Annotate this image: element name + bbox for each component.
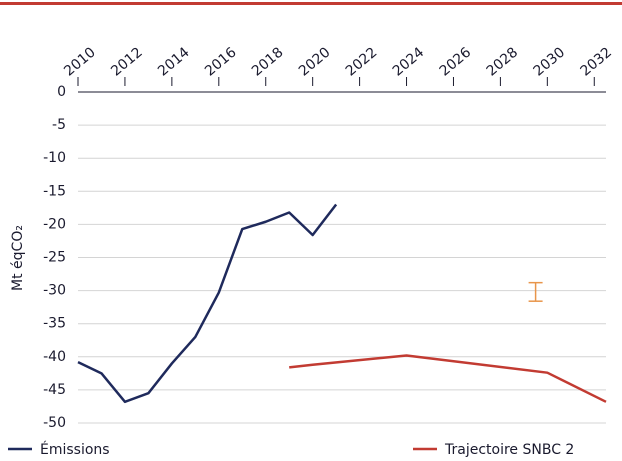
top-rule xyxy=(0,2,622,5)
y-tick-label: -20 xyxy=(43,216,66,232)
y-tick-label: -5 xyxy=(52,117,66,133)
x-tick-label: 2028 xyxy=(484,44,522,79)
series-line xyxy=(77,203,338,404)
legend-label: Trajectoire SNBC 2 xyxy=(444,442,574,458)
x-tick-label: 2012 xyxy=(108,44,146,79)
x-tick-label: 2010 xyxy=(61,44,99,79)
y-tick-label: -40 xyxy=(43,349,66,365)
y-tick-label: -10 xyxy=(43,150,66,166)
x-tick-label: 2016 xyxy=(202,44,240,79)
series-line xyxy=(289,354,607,403)
x-tick-label: 2020 xyxy=(296,44,334,79)
y-tick-label: 0 xyxy=(57,84,66,100)
x-tick-label: 2018 xyxy=(249,44,287,79)
y-tick-label: -50 xyxy=(43,415,66,431)
x-tick-label: 2032 xyxy=(577,44,615,79)
y-tick-label: -30 xyxy=(43,283,66,299)
y-tick-label: -45 xyxy=(43,382,66,398)
x-tick-label: 2024 xyxy=(390,44,428,79)
y-tick-label: -35 xyxy=(43,316,66,332)
legend-label: Émissions xyxy=(40,441,110,458)
y-axis-label: Mt éqCO₂ xyxy=(10,225,26,291)
y-tick-label: -25 xyxy=(43,250,66,266)
x-tick-label: 2014 xyxy=(155,44,193,79)
x-tick-label: 2022 xyxy=(343,44,381,79)
x-tick-label: 2030 xyxy=(531,44,569,79)
y-tick-label: -15 xyxy=(43,183,66,199)
x-tick-label: 2026 xyxy=(437,44,475,79)
